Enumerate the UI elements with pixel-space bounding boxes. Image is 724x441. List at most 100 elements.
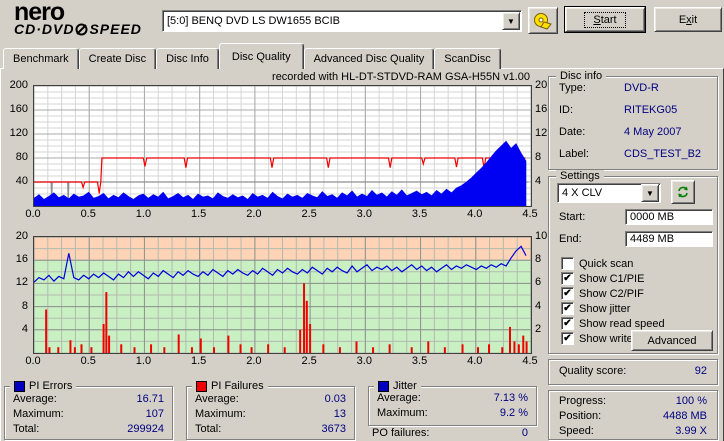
nero-logo: nero CD·DVD SPEED bbox=[14, 0, 142, 36]
axis-tick-label: 16 bbox=[15, 253, 28, 266]
checkbox-show-read-speed[interactable]: ✔ Show read speed bbox=[561, 317, 665, 330]
drive-select-dropdown-arrow[interactable]: ▼ bbox=[502, 12, 520, 30]
quality-score-label: Quality score: bbox=[559, 365, 627, 377]
stat-label: Maximum: bbox=[195, 408, 246, 420]
axis-tick-label: 3.5 bbox=[411, 208, 428, 220]
eject-disc-button[interactable] bbox=[528, 7, 558, 34]
axis-tick-label: 3.0 bbox=[356, 208, 372, 220]
stat-value: 9.2 % bbox=[499, 407, 528, 419]
stat-value: 0.03 bbox=[324, 393, 346, 405]
axis-tick-label: 1.5 bbox=[191, 208, 207, 220]
position-value: 4488 MB bbox=[662, 410, 707, 422]
po-failures-row: PO failures: 0 bbox=[372, 427, 528, 439]
disc-info-label: Type: bbox=[559, 82, 586, 94]
pi-errors-stats-title: PI Errors bbox=[10, 380, 77, 392]
axis-tick-label: 2.0 bbox=[246, 355, 262, 367]
tab-scandisc[interactable]: ScanDisc bbox=[434, 48, 501, 69]
speed-value: 3.99 X bbox=[675, 425, 707, 437]
checkbox-box[interactable]: ✔ bbox=[561, 302, 574, 315]
exit-button[interactable]: Exit bbox=[654, 7, 722, 32]
drive-select[interactable]: [5:0] BENQ DVD LS DW1655 BCIB ▼ bbox=[162, 10, 522, 32]
po-failures-label: PO failures: bbox=[372, 427, 430, 439]
refresh-icon bbox=[678, 186, 688, 198]
pi-errors-chart: 40 80 120 160 200 4 8 12 16 20 0.0 0.5 1.0 1.5 2.0 2.5 3… bbox=[0, 79, 724, 221]
pi-errors-swatch bbox=[14, 380, 25, 392]
stat-value: 7.13 % bbox=[493, 392, 528, 404]
tab-disc-quality[interactable]: Disc Quality bbox=[218, 43, 304, 69]
quality-score-value: 92 bbox=[694, 365, 707, 377]
axis-tick-label: 1.5 bbox=[191, 355, 207, 367]
axis-tick-label: 10 bbox=[535, 230, 548, 242]
chart-canvas bbox=[33, 85, 532, 207]
axis-tick-label: 6 bbox=[535, 276, 542, 289]
axis-tick-label: 0.0 bbox=[25, 208, 41, 220]
tab-strip: Benchmark Create Disc Disc Info Disc Qua… bbox=[3, 43, 501, 69]
axis-tick-label: 200 bbox=[9, 79, 28, 91]
end-row: End: 4489 MB bbox=[559, 231, 713, 247]
axis-tick-label: 4.5 bbox=[522, 208, 538, 220]
disc-info-value: 4 May 2007 bbox=[624, 126, 682, 138]
start-button[interactable]: Start bbox=[564, 6, 646, 33]
tab-benchmark[interactable]: Benchmark bbox=[3, 48, 79, 69]
disc-info-value: DVD-R bbox=[624, 82, 659, 94]
checkbox-quick-scan[interactable]: Quick scan bbox=[561, 257, 633, 270]
po-failures-value: 0 bbox=[521, 427, 528, 439]
axis-tick-label: 8 bbox=[535, 151, 542, 163]
progress-value: 100 % bbox=[675, 395, 707, 407]
axis-tick-label: 4.5 bbox=[522, 355, 538, 367]
disc-info-value: RITEKG05 bbox=[624, 104, 678, 116]
end-label: End: bbox=[559, 233, 582, 245]
checkbox-box[interactable] bbox=[561, 257, 574, 270]
pi-errors-plot-area bbox=[33, 85, 532, 207]
refresh-button[interactable] bbox=[671, 180, 695, 204]
speed-symbol-icon bbox=[75, 23, 88, 35]
axis-tick-label: 160 bbox=[9, 103, 28, 115]
stat-label: Average: bbox=[377, 392, 421, 404]
checkbox-box[interactable]: ✔ bbox=[561, 317, 574, 330]
axis-tick-label: 80 bbox=[15, 151, 28, 163]
checkbox-show-c2-pif[interactable]: ✔ Show C2/PIF bbox=[561, 287, 644, 300]
speed-select-dropdown-arrow[interactable]: ▼ bbox=[641, 184, 659, 202]
start-field[interactable]: 0000 MB bbox=[625, 209, 713, 225]
advanced-button[interactable]: Advanced bbox=[631, 330, 713, 351]
checkbox-label: Show read speed bbox=[579, 317, 665, 330]
tab-advanced-disc-quality[interactable]: Advanced Disc Quality bbox=[303, 48, 435, 69]
chart-title: recorded with HL-DT-STDVD-RAM GSA-H55N v… bbox=[272, 71, 530, 83]
stat-value: 13 bbox=[333, 408, 346, 420]
axis-tick-label: 8 bbox=[21, 299, 28, 312]
checkbox-box[interactable]: ✔ bbox=[561, 272, 574, 285]
checkbox-box[interactable]: ✔ bbox=[561, 332, 574, 345]
disc-info-label: Date: bbox=[559, 126, 586, 138]
settings-title: Settings bbox=[556, 170, 604, 182]
axis-tick-label: 2.0 bbox=[246, 208, 262, 220]
jitter-stats-box: Jitter Average: 7.13 % Maximum: 9.2 % bbox=[368, 380, 537, 426]
tab-disc-info[interactable]: Disc Info bbox=[156, 48, 219, 69]
progress-label: Progress: bbox=[559, 395, 607, 407]
jitter-stats-title: Jitter bbox=[374, 380, 421, 392]
start-label: Start: bbox=[559, 211, 586, 223]
checkbox-box[interactable]: ✔ bbox=[561, 287, 574, 300]
stat-label: Total: bbox=[13, 423, 40, 435]
axis-tick-label: 1.0 bbox=[135, 355, 152, 367]
exit-button-label: Exit bbox=[678, 13, 698, 26]
axis-tick-label: 0.0 bbox=[25, 355, 41, 367]
disc-info-label: ID: bbox=[559, 104, 574, 116]
checkbox-show-jitter[interactable]: ✔ Show jitter bbox=[561, 302, 630, 315]
axis-tick-label: 4 bbox=[535, 175, 542, 187]
end-field[interactable]: 4489 MB bbox=[625, 231, 713, 247]
quality-score-box: Quality score: 92 bbox=[548, 359, 718, 385]
checkbox-label: Quick scan bbox=[579, 257, 634, 270]
tab-create-disc[interactable]: Create Disc bbox=[78, 48, 157, 69]
jitter-swatch bbox=[378, 380, 389, 392]
axis-tick-label: 4 bbox=[535, 299, 542, 312]
speed-label: Speed: bbox=[559, 425, 594, 437]
checkbox-label: Show C2/PIF bbox=[579, 287, 644, 300]
checkbox-show-c1-pie[interactable]: ✔ Show C1/PIE bbox=[561, 272, 644, 285]
pi-failures-stats-title: PI Failures bbox=[192, 380, 268, 392]
axis-tick-label: 4.0 bbox=[467, 208, 483, 220]
axis-tick-label: 0.5 bbox=[80, 355, 96, 367]
stat-label: Total: bbox=[195, 423, 222, 435]
start-button-label: Start bbox=[584, 11, 626, 28]
speed-select[interactable]: 4 X CLV ▼ bbox=[557, 183, 661, 203]
axis-tick-label: 20 bbox=[535, 79, 548, 91]
